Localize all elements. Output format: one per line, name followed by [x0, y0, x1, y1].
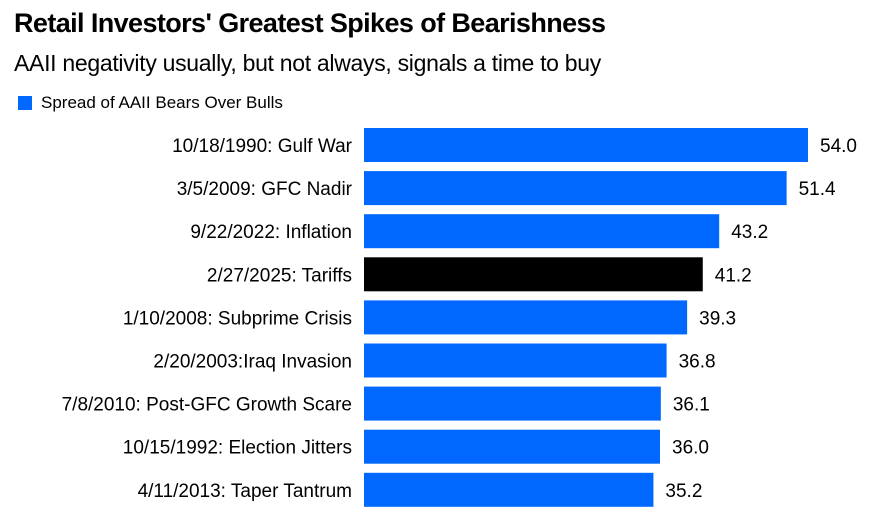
bar-1 — [364, 171, 787, 206]
category-label: 2/27/2025: Tariffs — [207, 265, 352, 286]
bar-3 — [364, 257, 703, 292]
value-label: 36.1 — [673, 395, 710, 416]
bar-0 — [364, 128, 808, 162]
category-label: 4/11/2013: Taper Tantrum — [138, 481, 352, 502]
value-label: 43.2 — [731, 222, 768, 243]
value-label: 51.4 — [799, 179, 836, 200]
bar-2 — [364, 214, 720, 249]
category-label: 10/15/1992: Election Jitters — [123, 438, 352, 459]
value-label: 41.2 — [715, 265, 752, 286]
value-label: 39.3 — [699, 308, 736, 329]
legend-swatch — [18, 96, 32, 110]
value-label: 35.2 — [665, 481, 702, 502]
legend-label: Spread of AAII Bears Over Bulls — [41, 93, 283, 112]
value-label: 54.0 — [820, 136, 857, 157]
bar-4 — [364, 300, 688, 335]
chart-title: Retail Investors' Greatest Spikes of Bea… — [14, 8, 606, 38]
bar-8 — [364, 472, 654, 507]
bar-5 — [364, 343, 667, 378]
category-label: 7/8/2010: Post-GFC Growth Scare — [62, 395, 352, 416]
legend: Spread of AAII Bears Over Bulls — [18, 93, 283, 113]
chart-subtitle: AAII negativity usually, but not always,… — [14, 50, 601, 76]
category-label: 9/22/2022: Inflation — [190, 222, 352, 243]
category-label: 10/18/1990: Gulf War — [172, 136, 353, 157]
value-label: 36.0 — [672, 438, 709, 459]
bar-6 — [364, 386, 661, 421]
bar-7 — [364, 429, 660, 464]
value-label: 36.8 — [679, 352, 716, 373]
category-label: 2/20/2003:Iraq Invasion — [153, 352, 352, 373]
category-label: 3/5/2009: GFC Nadir — [177, 179, 353, 200]
category-label: 1/10/2008: Subprime Crisis — [123, 308, 352, 329]
